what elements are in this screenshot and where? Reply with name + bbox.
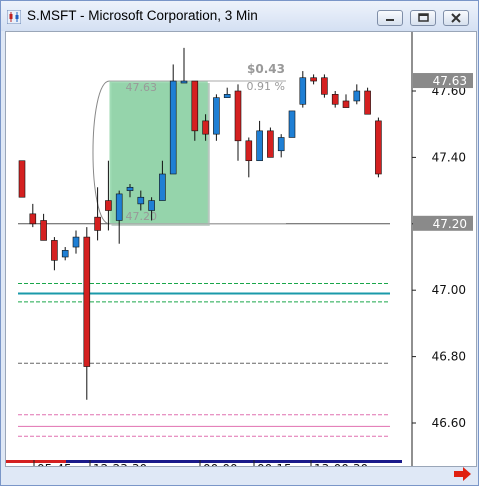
candle-body[interactable] [94,216,101,231]
measure-low-label: 47.20 [125,210,157,223]
candle-body[interactable] [223,94,231,98]
candle-body[interactable] [180,80,188,84]
y-tick-label: 47.00 [432,283,466,297]
price-tag-label: 47.20 [433,217,467,231]
x-tick-label: 00:00 [203,462,238,466]
candle-body[interactable] [51,240,58,261]
candle-body[interactable] [331,94,339,105]
candle-body[interactable] [364,90,371,115]
candle-body[interactable] [148,200,155,211]
candle-body[interactable] [159,173,166,201]
window-title: S.MSFT - Microsoft Corporation, 3 Min [27,8,258,23]
candle-body[interactable] [61,250,69,258]
candle-body[interactable] [72,236,80,248]
candle-body[interactable] [105,200,112,211]
candle-body[interactable] [353,90,361,102]
candle-body[interactable] [213,97,220,135]
candle-body[interactable] [137,196,145,205]
candle-body[interactable] [310,77,317,82]
candlestick-chart-icon [7,10,21,24]
price-tag [413,215,473,231]
x-tick-label: 12-23:30 [93,462,147,466]
candle-body[interactable] [126,186,134,191]
y-tick-label: 47.40 [432,150,466,164]
maximize-button[interactable] [410,10,436,26]
candle-body[interactable] [234,90,242,142]
x-tick-label: 13-00:30 [314,462,368,466]
close-button[interactable] [443,10,469,26]
candle-body[interactable] [321,77,328,95]
candle-body[interactable] [299,77,307,105]
candle-body[interactable] [115,193,123,221]
candle-body[interactable] [288,110,296,138]
candle-body[interactable] [256,130,263,162]
maximize-icon [418,13,429,22]
measure-high-label: 47.63 [125,81,157,94]
measure-box[interactable] [109,81,208,224]
candle-body[interactable] [40,220,47,241]
y-tick-label: 46.60 [432,416,466,430]
candle-body[interactable] [267,130,274,158]
measure-change-label: $0.43 [247,62,285,76]
candle-body[interactable] [29,213,37,225]
bottom-bar [1,467,478,485]
minimize-button[interactable] [377,10,403,26]
candle-body[interactable] [342,100,350,108]
candle-body[interactable] [191,80,199,132]
minimize-icon [386,19,394,21]
price-tag [413,73,473,89]
close-icon [451,13,461,23]
x-tick-label: 05:45 [37,462,72,466]
time-axis-bar [66,460,402,463]
x-tick-label: 00:15 [257,462,292,466]
time-axis-accent [6,460,66,463]
title-bar[interactable]: S.MSFT - Microsoft Corporation, 3 Min [1,1,478,31]
candle-body[interactable] [202,120,209,135]
candle-body[interactable] [18,160,26,198]
measure-percent-label: 0.91 % [247,80,285,93]
y-tick-label: 46.80 [432,350,466,364]
red-arrow-right-icon[interactable] [454,467,471,481]
price-tag-label: 47.63 [433,74,467,88]
measure-bracket [92,80,110,225]
candle-body[interactable] [375,120,382,175]
candle-body[interactable] [277,137,285,152]
candle-body[interactable] [169,80,177,175]
candle-body[interactable] [83,236,91,367]
candle-body[interactable] [245,140,253,162]
